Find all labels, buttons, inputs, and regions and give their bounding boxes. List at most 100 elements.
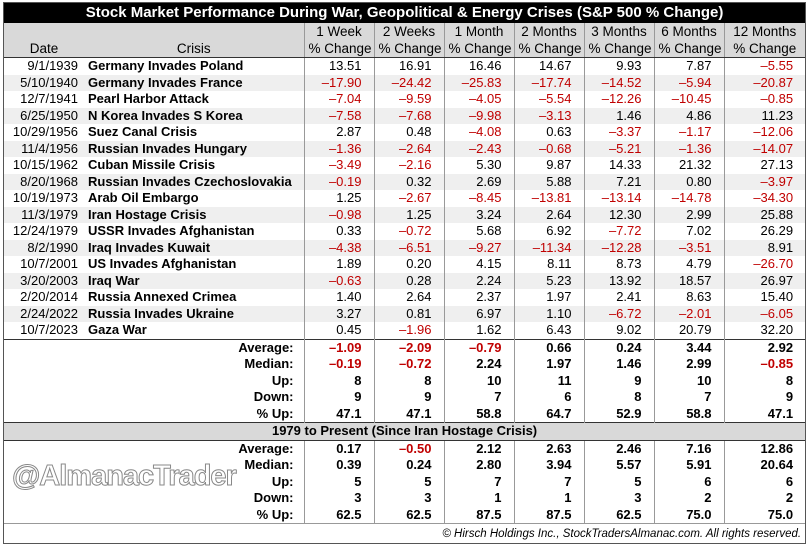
row-date: 2/20/2014 — [20, 289, 78, 305]
row-value: 1.89 — [303, 256, 374, 273]
row-value: 1.62 — [443, 322, 514, 339]
row-date: 12/7/1941 — [20, 91, 78, 107]
stat-label: % Up: — [256, 506, 294, 522]
stat-value: 7.16 — [653, 439, 724, 457]
row-value: 8.73 — [583, 256, 654, 273]
row-value: 3.27 — [303, 305, 374, 322]
stat-value: 2.46 — [583, 439, 654, 457]
stat-value: 1 — [513, 490, 584, 507]
row-value: –12.26 — [583, 91, 654, 108]
row-value: 8.91 — [723, 239, 806, 256]
row-value: 6.97 — [443, 305, 514, 322]
row-date: 6/25/1950 — [4, 107, 84, 124]
stat-label: % Up: — [256, 405, 294, 421]
stat-value: 58.8 — [443, 405, 514, 423]
stat-value: 1.46 — [583, 356, 654, 373]
stat-value: 3 — [373, 490, 444, 507]
row-value: –3.37 — [583, 124, 654, 141]
row-value: –0.72 — [373, 223, 444, 240]
stat-value: 62.5 — [303, 506, 374, 524]
table-row: 2/24/2022 Russia Invades Ukraine 3.27 0.81 6… — [4, 305, 806, 322]
stat-value: 47.1 — [723, 405, 806, 423]
row-value: –17.90 — [303, 74, 374, 91]
row-value: 7.02 — [653, 223, 724, 240]
row-value: –7.04 — [303, 91, 374, 108]
row-value: 0.33 — [303, 223, 374, 240]
stat-value: 5.91 — [653, 457, 724, 474]
row-value: 4.86 — [653, 107, 724, 124]
stat-value: –2.09 — [373, 338, 444, 356]
row-value: –1.36 — [303, 140, 374, 157]
stat-value: 87.5 — [513, 506, 584, 524]
stat-value: 5 — [583, 473, 654, 490]
row-value: 1.40 — [303, 289, 374, 306]
stat-value: 9 — [583, 372, 654, 389]
row-value: 1.25 — [373, 206, 444, 223]
stat-value: 3 — [303, 490, 374, 507]
row-date: 11/3/1979 — [4, 206, 84, 223]
row-value: 20.79 — [653, 322, 724, 339]
table-row: 10/15/1962 Cuban Missile Crisis –3.49 –2.16… — [4, 157, 806, 174]
row-date: 10/19/1973 — [12, 190, 78, 206]
row-value: 0.20 — [373, 256, 444, 273]
stat-value: 87.5 — [443, 506, 514, 524]
stat-label: Up: — [271, 473, 294, 489]
stat-label: Down: — [253, 389, 294, 405]
row-value: –9.59 — [373, 91, 444, 108]
table-row: 11/3/1979 Iran Hostage Crisis –0.98 1.25 3.2… — [4, 206, 806, 223]
header-pct-change: % Change — [443, 40, 514, 58]
row-value: 0.28 — [373, 272, 444, 289]
stat-value: 8 — [723, 372, 806, 389]
stat-value: 0.39 — [303, 457, 374, 474]
stat-row: Average: –1.09 –2.09 –0.79 0.66 0.24 3.44 2.92 — [4, 338, 806, 356]
row-value: –2.16 — [373, 157, 444, 174]
table-row: 10/7/2023 Gaza War 0.45 –1.96 1.62 6.43 9.02 20… — [4, 322, 806, 339]
table-row: 12/24/1979 USSR Invades Afghanistan 0.33 –0… — [4, 223, 806, 240]
row-value: –3.13 — [513, 107, 584, 124]
stat-value: 9 — [303, 389, 374, 406]
header-period: 1 Month — [443, 23, 514, 40]
row-value: 4.79 — [653, 256, 724, 273]
row-value: –2.01 — [653, 305, 724, 322]
row-value: 2.64 — [513, 206, 584, 223]
row-value: 26.29 — [723, 223, 806, 240]
row-value: –0.68 — [513, 140, 584, 157]
row-value: 5.68 — [443, 223, 514, 240]
stat-value: 7 — [653, 389, 724, 406]
row-value: 25.88 — [723, 206, 806, 223]
row-value: –1.17 — [653, 124, 724, 141]
header-crisis: Crisis — [84, 40, 304, 58]
header-period: 2 Months — [513, 23, 584, 40]
row-value: –0.85 — [723, 91, 806, 108]
row-value: –14.07 — [723, 140, 806, 157]
stat-row: Up: 5 5 7 7 5 6 6 — [4, 473, 806, 490]
stat-value: 11 — [513, 372, 584, 389]
row-value: 8.11 — [513, 256, 584, 273]
row-value: –6.72 — [583, 305, 654, 322]
crisis-performance-table-container: Stock Market Performance During War, Geo… — [3, 2, 806, 544]
stat-value: 2.24 — [443, 356, 514, 373]
row-value: –13.81 — [513, 190, 584, 207]
row-value: –12.06 — [723, 124, 806, 141]
stat-value: 2.92 — [723, 338, 806, 356]
stat-label: Average: — [4, 439, 304, 457]
row-value: 1.25 — [303, 190, 374, 207]
row-value: –34.30 — [723, 190, 806, 207]
stat-value: 2 — [653, 490, 724, 507]
row-value: –3.51 — [653, 239, 724, 256]
row-value: 0.32 — [373, 173, 444, 190]
row-date: 10/29/1956 — [12, 124, 78, 140]
stat-value: 10 — [443, 372, 514, 389]
header-date: Date — [4, 40, 84, 58]
stat-value: 7 — [443, 389, 514, 406]
header-pct-change: % Change — [723, 40, 806, 58]
row-value: –1.96 — [373, 322, 444, 339]
row-value: 27.13 — [723, 157, 806, 174]
row-crisis: USSR Invades Afghanistan — [88, 223, 255, 239]
row-value: –3.49 — [303, 157, 374, 174]
row-crisis: N Korea Invades S Korea — [84, 107, 304, 124]
row-crisis: Iran Hostage Crisis — [84, 206, 304, 223]
row-value: –25.83 — [443, 74, 514, 91]
row-value: –10.45 — [653, 91, 724, 108]
table-row: 12/7/1941 Pearl Harbor Attack –7.04 –9.59 –4… — [4, 91, 806, 108]
